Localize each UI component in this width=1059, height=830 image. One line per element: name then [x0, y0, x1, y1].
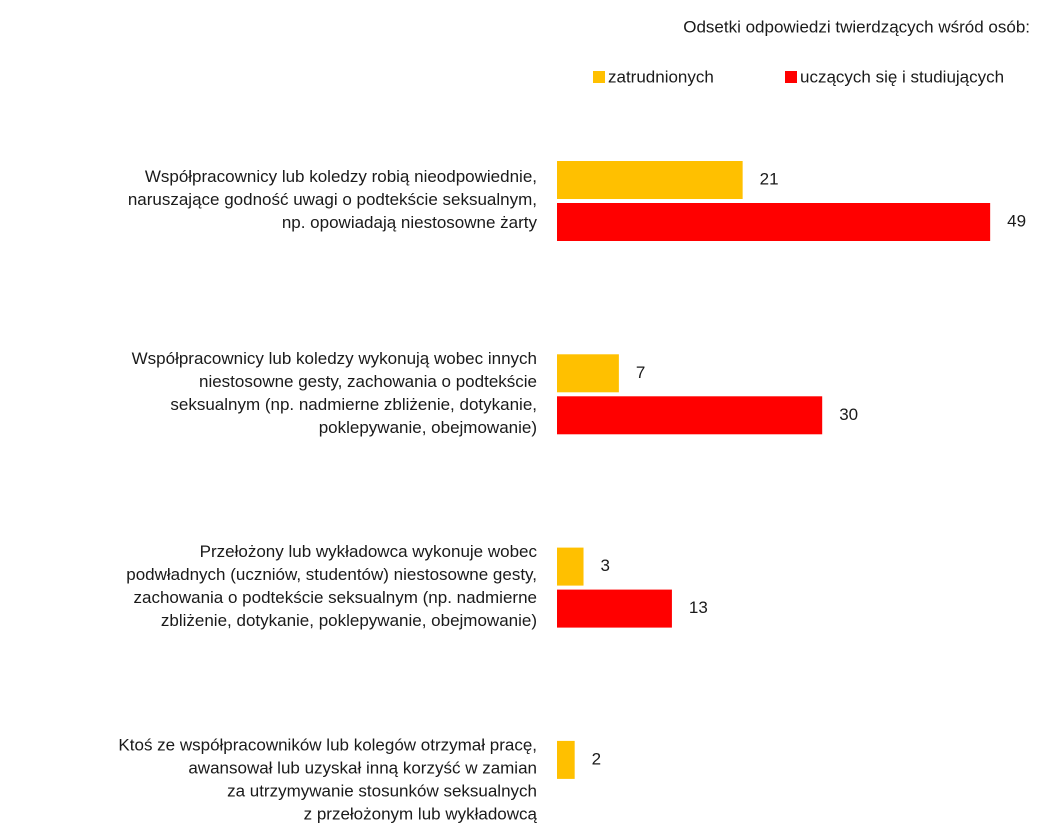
category-label-line: Ktoś ze współpracowników lub kolegów otr…	[118, 736, 537, 755]
category-label: Przełożony lub wykładowca wykonuje wobec…	[126, 543, 537, 631]
bar	[557, 547, 584, 586]
value-label: 13	[689, 598, 708, 617]
legend-swatch	[785, 71, 797, 83]
category-label-line: z przełożonym lub wykładowcą	[304, 805, 538, 824]
category-label-line: zachowania o podtekście seksualnym (np. …	[133, 589, 537, 608]
value-label: 21	[760, 169, 779, 188]
category-label-line: podwładnych (uczniów, studentów) niestos…	[126, 566, 537, 585]
category-label-line: poklepywanie, obejmowanie)	[319, 418, 537, 437]
bar	[557, 740, 575, 779]
bar	[557, 354, 619, 393]
legend-swatch	[593, 71, 605, 83]
legend-title: Odsetki odpowiedzi twierdzących wśród os…	[683, 17, 1030, 36]
category-label-line: naruszające godność uwagi o podtekście s…	[128, 190, 537, 209]
value-label: 30	[839, 405, 858, 424]
category-label-line: niestosowne gesty, zachowania o podtekśc…	[199, 372, 537, 391]
value-label: 7	[636, 363, 645, 382]
category-label-line: zbliżenie, dotykanie, poklepywanie, obej…	[161, 612, 537, 631]
category-label: Ktoś ze współpracowników lub kolegów otr…	[118, 736, 537, 824]
legend-label: zatrudnionych	[608, 67, 714, 86]
bar	[557, 396, 823, 435]
value-label: 3	[601, 556, 610, 575]
category-label-line: Przełożony lub wykładowca wykonuje wobec	[200, 543, 538, 562]
bar	[557, 161, 743, 199]
legend-label: uczących się i studiujących	[800, 67, 1004, 86]
category-label-line: np. opowiadają niestosowne żarty	[282, 213, 538, 232]
category-label: Współpracownicy lub koledzy robią nieodp…	[128, 167, 538, 232]
category-label-line: Współpracownicy lub koledzy robią nieodp…	[145, 167, 537, 186]
category-label-line: Współpracownicy lub koledzy wykonują wob…	[132, 349, 537, 368]
value-label: 2	[592, 749, 601, 768]
category-label-line: seksualnym (np. nadmierne zbliżenie, dot…	[170, 395, 537, 414]
bar	[557, 589, 672, 628]
category-label: Współpracownicy lub koledzy wykonują wob…	[132, 349, 537, 437]
bar	[557, 203, 991, 241]
category-label-line: za utrzymywanie stosunków seksualnych	[227, 782, 537, 801]
value-label: 49	[1007, 211, 1026, 230]
category-label-line: awansował lub uzyskał inną korzyść w zam…	[188, 759, 537, 778]
